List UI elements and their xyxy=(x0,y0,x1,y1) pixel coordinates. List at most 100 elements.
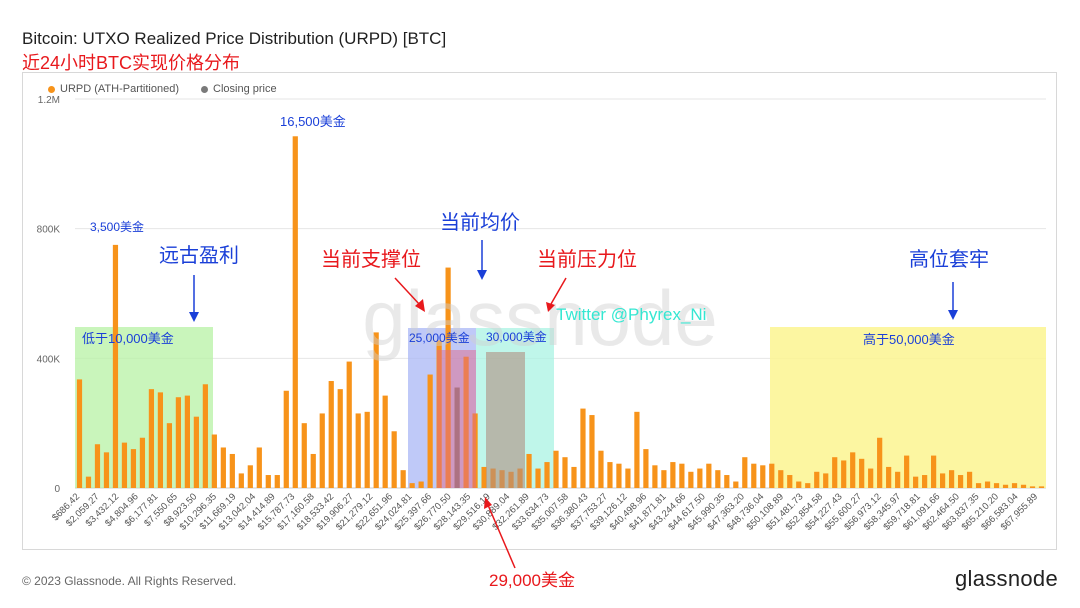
urpd-bar[interactable] xyxy=(238,473,244,488)
urpd-bar[interactable] xyxy=(760,465,766,488)
urpd-bar[interactable] xyxy=(319,413,325,488)
urpd-bar[interactable] xyxy=(265,475,271,488)
urpd-bar[interactable] xyxy=(832,457,838,488)
urpd-bar[interactable] xyxy=(787,475,793,488)
urpd-bar[interactable] xyxy=(373,332,379,488)
urpd-bar[interactable] xyxy=(823,473,829,488)
urpd-bar[interactable] xyxy=(841,460,847,488)
urpd-bar[interactable] xyxy=(993,483,1000,488)
urpd-bar[interactable] xyxy=(544,462,550,488)
urpd-bar[interactable] xyxy=(535,468,541,488)
urpd-bar[interactable] xyxy=(202,384,208,488)
urpd-bar[interactable] xyxy=(751,463,757,488)
urpd-bar[interactable] xyxy=(166,423,173,488)
urpd-bar[interactable] xyxy=(975,483,982,488)
urpd-bar[interactable] xyxy=(121,442,128,488)
urpd-bar[interactable] xyxy=(886,466,892,488)
urpd-bar[interactable] xyxy=(1011,483,1018,488)
urpd-bar[interactable] xyxy=(391,431,397,488)
urpd-bar[interactable] xyxy=(184,395,190,488)
urpd-bar[interactable] xyxy=(337,389,343,488)
urpd-bar[interactable] xyxy=(364,411,370,488)
urpd-bar[interactable] xyxy=(103,452,110,488)
urpd-bar[interactable] xyxy=(796,481,802,488)
urpd-bar[interactable] xyxy=(904,455,910,488)
urpd-bar[interactable] xyxy=(274,475,280,488)
urpd-bar[interactable] xyxy=(301,423,307,488)
urpd-bar[interactable] xyxy=(859,458,865,488)
urpd-bar[interactable] xyxy=(805,483,811,488)
urpd-bar[interactable] xyxy=(715,470,721,488)
urpd-bar[interactable] xyxy=(850,452,856,488)
urpd-bar[interactable] xyxy=(688,471,694,488)
urpd-bar[interactable] xyxy=(292,136,298,488)
urpd-bar[interactable] xyxy=(409,483,415,488)
urpd-bar[interactable] xyxy=(957,475,964,488)
urpd-bar[interactable] xyxy=(175,397,181,488)
urpd-bar[interactable] xyxy=(607,462,613,488)
urpd-bar[interactable] xyxy=(589,415,595,488)
urpd-bar[interactable] xyxy=(256,447,262,488)
urpd-bar[interactable] xyxy=(984,481,991,488)
urpd-bar[interactable] xyxy=(85,476,92,488)
urpd-bar[interactable] xyxy=(130,449,137,488)
urpd-bar[interactable] xyxy=(661,470,667,488)
urpd-bar[interactable] xyxy=(562,457,568,488)
urpd-bar[interactable] xyxy=(679,463,685,488)
urpd-bar[interactable] xyxy=(616,463,622,488)
urpd-bar[interactable] xyxy=(139,437,146,488)
urpd-bar[interactable] xyxy=(598,450,604,488)
urpd-bar[interactable] xyxy=(400,470,406,488)
urpd-bar[interactable] xyxy=(966,471,973,488)
urpd-bar[interactable] xyxy=(769,463,775,488)
urpd-bar[interactable] xyxy=(1029,486,1036,488)
urpd-bar[interactable] xyxy=(193,416,199,488)
urpd-bar[interactable] xyxy=(247,465,253,488)
urpd-bar[interactable] xyxy=(427,374,433,488)
urpd-bar[interactable] xyxy=(697,468,703,488)
urpd-bar[interactable] xyxy=(931,455,937,488)
urpd-bar[interactable] xyxy=(553,450,559,488)
urpd-bar[interactable] xyxy=(895,471,901,488)
urpd-bar[interactable] xyxy=(643,449,649,488)
urpd-bar[interactable] xyxy=(948,470,955,488)
urpd-bar[interactable] xyxy=(229,453,235,488)
urpd-bar[interactable] xyxy=(580,408,586,488)
urpd-bar[interactable] xyxy=(724,475,730,488)
urpd-bar[interactable] xyxy=(346,361,352,488)
urpd-bar[interactable] xyxy=(571,466,577,488)
urpd-bar[interactable] xyxy=(382,395,388,488)
urpd-bar[interactable] xyxy=(706,463,712,488)
urpd-bar[interactable] xyxy=(868,468,874,488)
urpd-bar[interactable] xyxy=(310,453,316,488)
urpd-bar[interactable] xyxy=(418,481,424,488)
urpd-bar[interactable] xyxy=(670,462,676,488)
urpd-bar[interactable] xyxy=(328,381,334,488)
urpd-bar[interactable] xyxy=(94,444,101,488)
urpd-bar[interactable] xyxy=(625,468,631,488)
legend-item-closing[interactable]: Closing price xyxy=(201,83,277,95)
urpd-bar[interactable] xyxy=(112,244,119,489)
urpd-bar[interactable] xyxy=(877,437,883,488)
legend-item-urpd[interactable]: URPD (ATH-Partitioned) xyxy=(48,83,179,95)
urpd-bar[interactable] xyxy=(634,411,640,488)
urpd-bar[interactable] xyxy=(211,434,217,488)
urpd-bar[interactable] xyxy=(1038,486,1045,488)
urpd-bar[interactable] xyxy=(652,465,658,488)
urpd-bar[interactable] xyxy=(742,457,748,488)
urpd-bar[interactable] xyxy=(481,466,487,488)
urpd-bar[interactable] xyxy=(220,447,226,488)
urpd-bar[interactable] xyxy=(814,471,820,488)
urpd-bar[interactable] xyxy=(1002,484,1009,488)
urpd-bar[interactable] xyxy=(157,392,164,488)
urpd-bar[interactable] xyxy=(940,473,946,488)
urpd-bar[interactable] xyxy=(526,453,532,488)
urpd-bar[interactable] xyxy=(76,379,83,488)
urpd-bar[interactable] xyxy=(913,476,919,488)
urpd-bar[interactable] xyxy=(283,390,289,488)
urpd-bar[interactable] xyxy=(922,475,928,488)
urpd-bar[interactable] xyxy=(778,470,784,488)
urpd-bar[interactable] xyxy=(355,413,361,488)
urpd-bar[interactable] xyxy=(148,389,155,488)
urpd-bar[interactable] xyxy=(1020,484,1027,488)
